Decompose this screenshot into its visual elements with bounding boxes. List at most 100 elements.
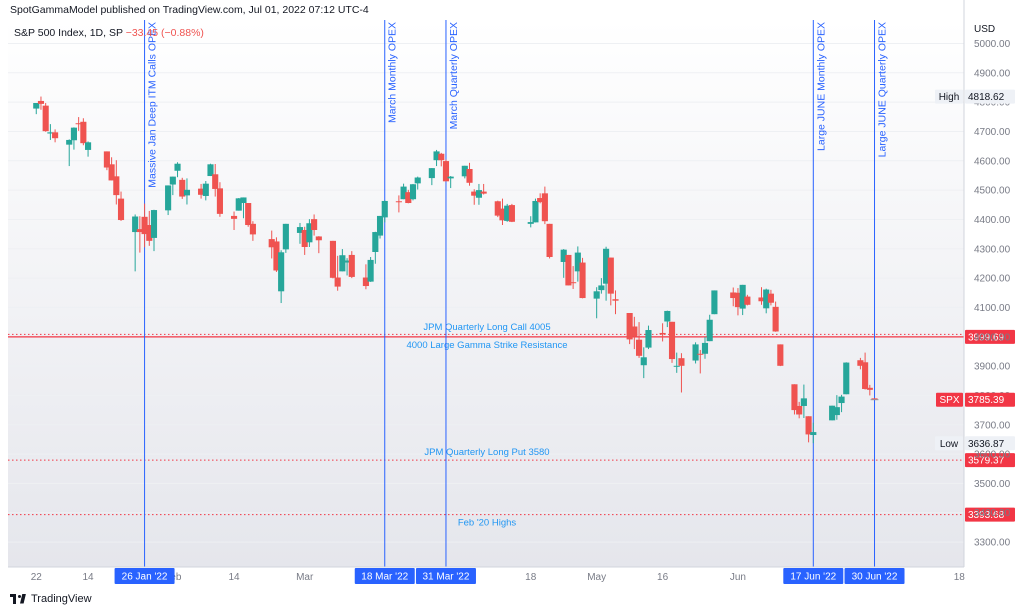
- svg-text:SPX: SPX: [939, 395, 959, 406]
- candle: [560, 249, 567, 278]
- candle: [678, 353, 685, 393]
- svg-text:31 Mar '22: 31 Mar '22: [423, 572, 470, 583]
- candle: [471, 189, 478, 205]
- candle: [711, 290, 718, 315]
- candle: [348, 251, 355, 279]
- candle: [230, 211, 238, 231]
- candle: [494, 200, 501, 218]
- candle: [673, 352, 680, 373]
- x-tick-label: 22: [31, 572, 43, 583]
- spx-marker-label: SPX: [936, 392, 963, 407]
- x-tick-label: 18: [525, 572, 537, 583]
- candle: [829, 405, 836, 421]
- low-price-label: 3636.87: [965, 436, 1015, 451]
- candle: [640, 347, 647, 379]
- candle: [296, 222, 304, 244]
- candle: [212, 164, 219, 197]
- candle: [791, 384, 798, 415]
- candle: [767, 289, 774, 306]
- candle: [52, 129, 59, 143]
- svg-text:17 Jun '22: 17 Jun '22: [790, 572, 836, 583]
- candle: [103, 151, 110, 171]
- high-marker-label: High: [935, 89, 963, 104]
- y-tick-label: 4400.00: [974, 215, 1011, 226]
- y-tick-label: 5000.00: [974, 39, 1011, 50]
- candle: [668, 321, 676, 363]
- candle: [475, 183, 482, 205]
- svg-text:26 Jan '22: 26 Jan '22: [122, 572, 168, 583]
- candle: [202, 181, 209, 201]
- candle: [598, 278, 605, 294]
- candle: [574, 246, 581, 282]
- tradingview-logo[interactable]: TradingView: [10, 593, 92, 605]
- tradingview-logo-text: TradingView: [31, 593, 92, 605]
- candle: [565, 254, 572, 286]
- y-axis-unit: USD: [974, 24, 995, 35]
- candle: [306, 219, 313, 248]
- candle: [117, 191, 125, 221]
- price-line-label: 3579.37: [965, 453, 1015, 468]
- candle: [132, 214, 139, 272]
- candle: [631, 316, 638, 350]
- candle: [664, 310, 671, 328]
- candle: [409, 183, 417, 201]
- candle: [207, 163, 214, 177]
- candle: [843, 362, 850, 395]
- y-tick-label: 4300.00: [974, 244, 1011, 255]
- y-tick-label: 4500.00: [974, 186, 1011, 197]
- candle: [198, 183, 205, 199]
- candle: [372, 231, 379, 264]
- level-annotation: Feb '20 Highs: [458, 518, 517, 529]
- candle: [866, 384, 873, 396]
- price-line-label: 3999.69: [965, 329, 1015, 344]
- candle: [75, 117, 82, 131]
- candle: [414, 176, 421, 190]
- x-tick-label: 18: [954, 572, 966, 583]
- y-tick-label: 4200.00: [974, 274, 1011, 285]
- candle: [838, 394, 845, 413]
- high-price-label: 4818.62: [965, 89, 1015, 104]
- x-tick-label: Mar: [296, 572, 314, 583]
- candle: [579, 257, 586, 299]
- candlestick-chart[interactable]: 3999.69 JPM Quarterly Long Call 4005 4000 …: [0, 0, 1024, 588]
- footer-bar: TradingView: [0, 588, 1024, 611]
- candle: [570, 266, 577, 289]
- candle: [777, 344, 784, 367]
- candle: [796, 401, 803, 419]
- candle: [772, 301, 779, 332]
- candle: [240, 197, 247, 219]
- plot-background: [8, 20, 964, 567]
- price-line-label: 3393.68: [965, 507, 1015, 522]
- candle: [810, 422, 817, 444]
- candle: [150, 209, 158, 252]
- candle: [504, 203, 511, 222]
- candle: [42, 103, 49, 132]
- candle: [174, 162, 181, 178]
- candle: [179, 177, 186, 199]
- x-tick-label: 16: [657, 572, 669, 583]
- opex-date-label: 30 Jun '22: [844, 568, 905, 584]
- candle: [362, 264, 369, 290]
- candle: [800, 384, 807, 419]
- y-tick-label: 3700.00: [974, 420, 1011, 431]
- candle: [405, 189, 412, 204]
- candle: [47, 124, 54, 140]
- svg-text:High: High: [939, 92, 960, 103]
- level-annotation: 4000 Large Gamma Strike Resistance: [406, 340, 567, 351]
- candle: [84, 141, 92, 157]
- x-tick-label: 14: [82, 572, 94, 583]
- candle: [268, 230, 275, 259]
- candle: [245, 203, 252, 227]
- x-tick-label: May: [587, 572, 606, 583]
- candle: [541, 186, 548, 225]
- candle: [499, 198, 506, 226]
- candle: [273, 237, 280, 272]
- candle: [169, 176, 176, 196]
- y-tick-label: 4000.00: [974, 332, 1011, 343]
- candle: [400, 183, 407, 200]
- y-tick-label: 3400.00: [974, 508, 1011, 519]
- opex-date-label: 18 Mar '22: [354, 568, 415, 584]
- candle: [758, 287, 765, 305]
- candle: [278, 250, 285, 304]
- x-tick-label: 14: [228, 572, 240, 583]
